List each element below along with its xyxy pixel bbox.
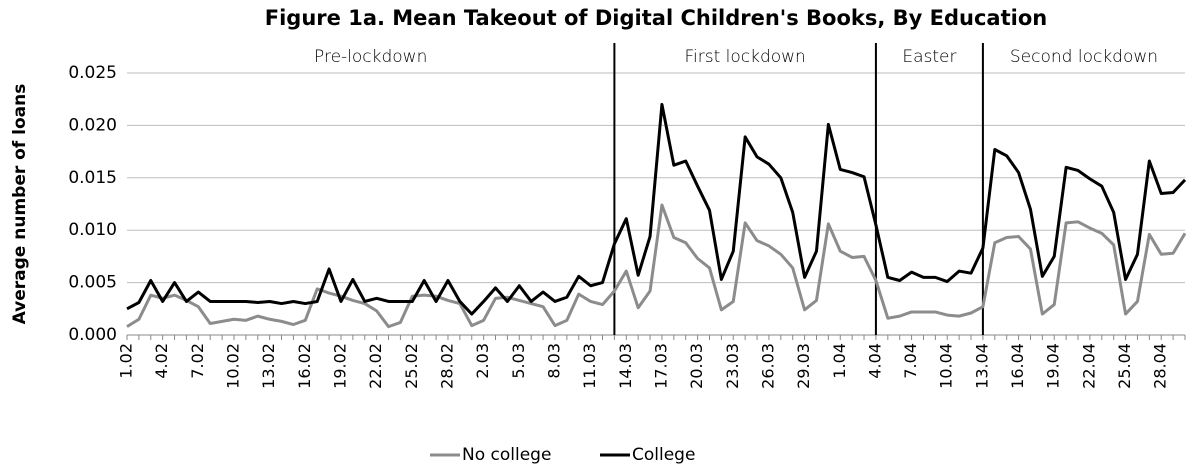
x-tick-label: 25.02 <box>402 343 421 389</box>
x-tick-label: 13.04 <box>972 343 991 389</box>
x-tick-label: 19.04 <box>1044 343 1063 389</box>
period-label: Pre-lockdown <box>314 47 427 67</box>
period-label: First lockdown <box>684 47 805 67</box>
y-tick-label: 0.005 <box>68 273 117 293</box>
x-tick-label: 11.03 <box>580 343 599 389</box>
x-tick-label: 26.03 <box>758 343 777 389</box>
x-tick-label: 19.02 <box>330 343 349 389</box>
x-tick-label: 10.04 <box>937 343 956 389</box>
y-tick-label: 0.020 <box>68 115 117 135</box>
x-tick-label: 28.04 <box>1151 343 1170 389</box>
x-tick-label: 22.02 <box>366 343 385 389</box>
period-label: Easter <box>902 47 956 67</box>
legend-label: No college <box>462 445 551 465</box>
x-tick-label: 22.04 <box>1079 343 1098 389</box>
x-tick-label: 4.04 <box>865 343 884 379</box>
y-tick-label: 0.025 <box>68 63 117 83</box>
x-tick-label: 16.02 <box>295 343 314 389</box>
y-tick-label: 0.000 <box>68 325 117 345</box>
y-tick-label: 0.010 <box>68 220 117 240</box>
series-line <box>126 102 1187 316</box>
x-tick-label: 1.02 <box>117 343 136 379</box>
x-tick-label: 7.04 <box>901 343 920 379</box>
x-tick-label: 4.02 <box>152 343 171 379</box>
legend-label: College <box>632 445 695 465</box>
x-tick-label: 28.02 <box>437 343 456 389</box>
x-tick-label: 17.03 <box>651 343 670 389</box>
x-tick-label: 7.02 <box>188 343 207 379</box>
x-tick-label: 13.02 <box>259 343 278 389</box>
y-tick-label: 0.015 <box>68 168 117 188</box>
x-tick-label: 23.03 <box>723 343 742 389</box>
chart-title: Figure 1a. Mean Takeout of Digital Child… <box>265 6 1047 30</box>
period-label: Second lockdown <box>1010 47 1158 67</box>
x-tick-label: 20.03 <box>687 343 706 389</box>
x-tick-label: 8.03 <box>544 343 563 379</box>
series-line <box>126 203 1187 329</box>
x-tick-label: 1.04 <box>830 343 849 379</box>
x-tick-label: 14.03 <box>616 343 635 389</box>
x-tick-label: 25.04 <box>1115 343 1134 389</box>
x-tick-label: 10.02 <box>223 343 242 389</box>
x-tick-label: 2.03 <box>473 343 492 379</box>
x-tick-label: 29.03 <box>794 343 813 389</box>
y-axis-label: Average number of loans <box>10 84 30 325</box>
x-tick-label: 5.03 <box>509 343 528 379</box>
x-tick-label: 16.04 <box>1008 343 1027 389</box>
